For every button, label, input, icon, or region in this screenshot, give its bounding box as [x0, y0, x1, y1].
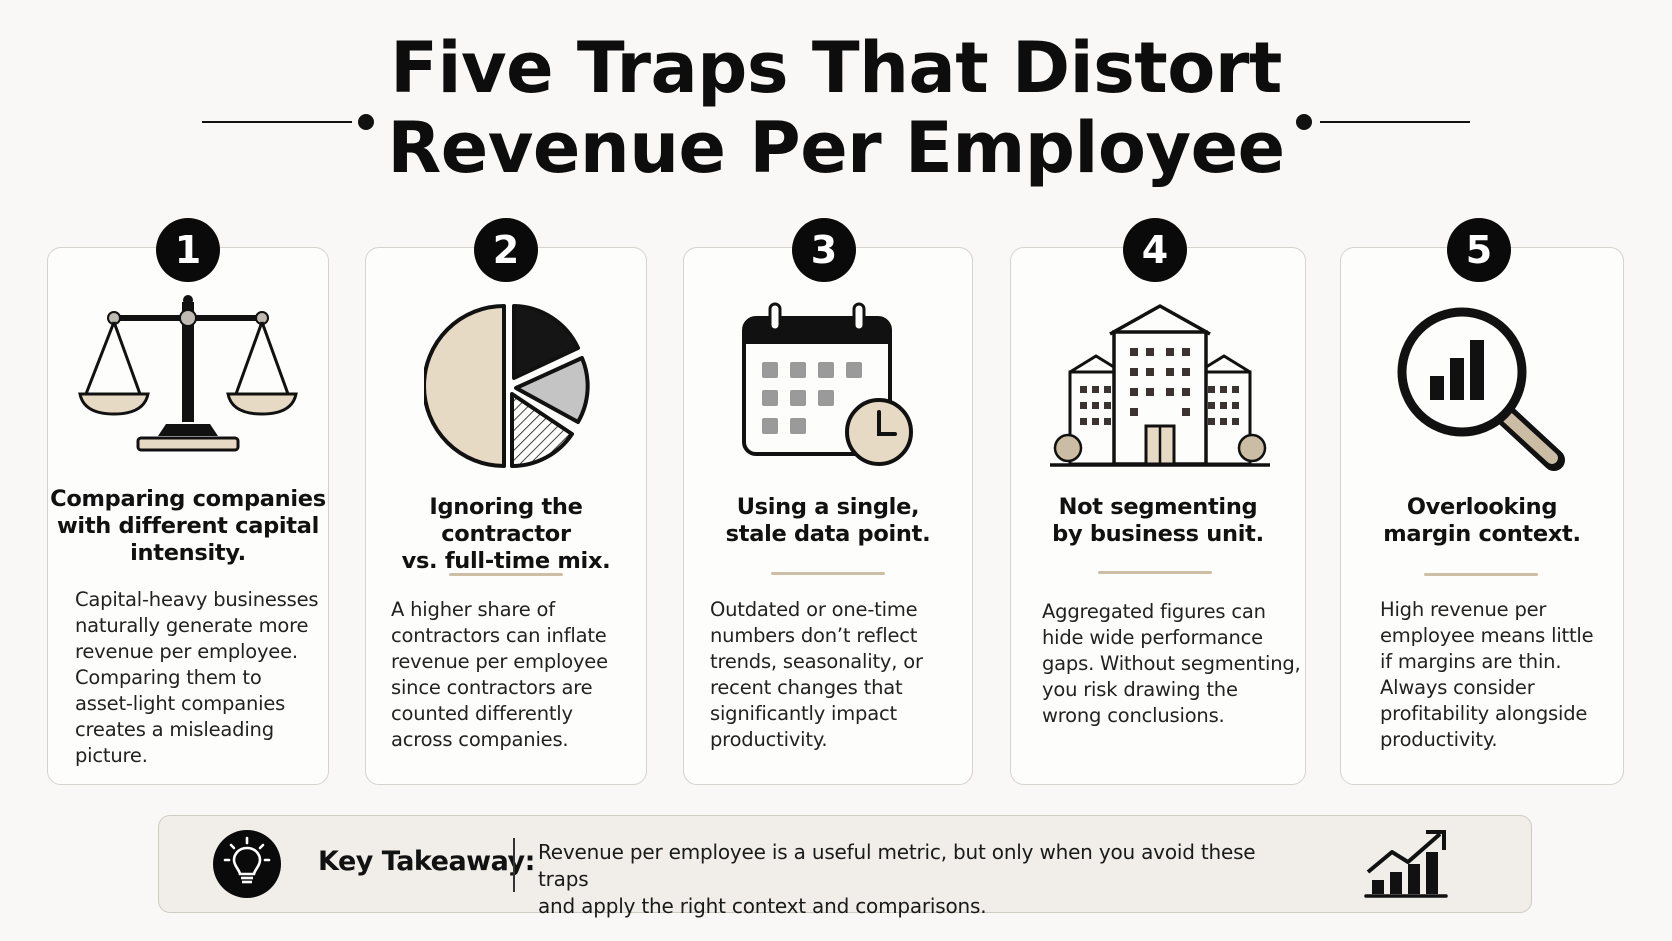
- trap-desc-3: Outdated or one-time numbers don’t refle…: [710, 597, 966, 753]
- trap-title-3-line: stale data point.: [725, 521, 931, 547]
- balance-scale-icon: [78, 295, 298, 452]
- trap-title-3-line: Using a single,: [736, 494, 920, 520]
- trap-desc-5-line: profitability alongside: [1380, 702, 1588, 725]
- trap-desc-4-line: gaps. Without segmenting,: [1042, 652, 1301, 675]
- key-takeaway-line: Revenue per employee is a useful metric,…: [538, 840, 1256, 891]
- key-takeaway-label: Key Takeaway:: [318, 846, 535, 877]
- trap-number-badge-2: 2: [474, 218, 538, 282]
- title-rule-left: [202, 121, 352, 123]
- page-title: Five Traps That Distort Revenue Per Empl…: [0, 28, 1672, 188]
- title-divider-4: [1098, 571, 1212, 574]
- key-takeaway-line: and apply the right context and comparis…: [538, 894, 987, 918]
- trap-desc-3-line: trends, seasonality, or: [710, 650, 923, 673]
- trap-desc-2-line: since contractors are: [391, 676, 593, 699]
- trap-desc-5-line: Always consider: [1380, 676, 1535, 699]
- key-takeaway-bar: [158, 815, 1532, 913]
- title-divider-5: [1424, 573, 1538, 576]
- lightbulb-icon: [223, 836, 271, 884]
- trap-title-1: Comparing companies with different capit…: [47, 486, 329, 567]
- trap-number-badge-5: 5: [1447, 218, 1511, 282]
- office-building-icon: [1050, 304, 1270, 467]
- trap-desc-5-line: High revenue per: [1380, 598, 1547, 621]
- trap-desc-4-line: you risk drawing the: [1042, 678, 1238, 701]
- trap-desc-2-line: across companies.: [391, 728, 569, 751]
- trap-desc-1-line: picture.: [75, 744, 148, 767]
- trap-number-badge-3: 3: [792, 218, 856, 282]
- page-title-line1: Five Traps That Distort: [390, 27, 1282, 109]
- pie-chart-icon: [424, 304, 590, 469]
- trap-title-5: Overlooking margin context.: [1340, 494, 1624, 548]
- trap-desc-1-line: asset-light companies: [75, 692, 286, 715]
- trap-desc-3-line: recent changes that: [710, 676, 903, 699]
- trap-desc-3-line: productivity.: [710, 728, 828, 751]
- trap-desc-2-line: counted differently: [391, 702, 573, 725]
- trap-title-5-line: margin context.: [1383, 521, 1581, 547]
- title-divider-2: [449, 573, 563, 576]
- trap-desc-1: Capital-heavy businesses naturally gener…: [75, 587, 325, 769]
- trap-title-2-line: Ignoring the contractor: [429, 494, 583, 547]
- title-rule-right: [1320, 121, 1470, 123]
- trap-desc-3-line: significantly impact: [710, 702, 897, 725]
- key-takeaway-text: Revenue per employee is a useful metric,…: [538, 839, 1298, 920]
- trap-number-badge-4: 4: [1123, 218, 1187, 282]
- trap-desc-1-line: creates a misleading: [75, 718, 274, 741]
- trap-title-5-line: Overlooking: [1406, 494, 1558, 520]
- title-dot-right: [1296, 114, 1312, 130]
- trap-desc-1-line: revenue per employee.: [75, 640, 298, 663]
- trap-desc-2-line: revenue per employee: [391, 650, 608, 673]
- trap-title-2: Ignoring the contractor vs. full-time mi…: [365, 494, 647, 575]
- trap-title-2-line: vs. full-time mix.: [401, 548, 611, 574]
- title-divider-3: [771, 572, 885, 575]
- trap-title-4: Not segmenting by business unit.: [1010, 494, 1306, 548]
- magnifier-chart-icon: [1397, 307, 1565, 471]
- trap-desc-4: Aggregated figures can hide wide perform…: [1042, 599, 1304, 729]
- trap-title-1-line: intensity.: [130, 540, 246, 566]
- trap-desc-2-line: contractors can inflate: [391, 624, 607, 647]
- trap-desc-5-line: if margins are thin.: [1380, 650, 1562, 673]
- trap-title-1-line: with different capital: [56, 513, 320, 539]
- title-dot-left: [358, 114, 374, 130]
- trap-title-1-line: Comparing companies: [50, 486, 326, 512]
- trap-desc-3-line: Outdated or one-time: [710, 598, 918, 621]
- trap-desc-4-line: wrong conclusions.: [1042, 704, 1225, 727]
- trap-title-4-line: Not segmenting: [1058, 494, 1258, 520]
- trap-desc-2: A higher share of contractors can inflat…: [391, 597, 641, 753]
- growth-chart-icon: [1364, 830, 1448, 898]
- page-title-line2: Revenue Per Employee: [387, 107, 1285, 189]
- trap-desc-5-line: productivity.: [1380, 728, 1498, 751]
- trap-desc-2-line: A higher share of: [391, 598, 555, 621]
- trap-desc-1-line: naturally generate more: [75, 614, 309, 637]
- calendar-clock-icon: [742, 302, 913, 466]
- trap-desc-5: High revenue per employee means little i…: [1380, 597, 1620, 753]
- trap-desc-3-line: numbers don’t reflect: [710, 624, 918, 647]
- trap-title-4-line: by business unit.: [1052, 521, 1264, 547]
- trap-desc-4-line: Aggregated figures can: [1042, 600, 1266, 623]
- trap-desc-4-line: hide wide performance: [1042, 626, 1263, 649]
- trap-desc-1-line: Comparing them to: [75, 666, 262, 689]
- trap-desc-5-line: employee means little: [1380, 624, 1594, 647]
- trap-desc-1-line: Capital-heavy businesses: [75, 588, 319, 611]
- key-takeaway-separator: [513, 838, 515, 892]
- trap-number-badge-1: 1: [156, 218, 220, 282]
- trap-title-3: Using a single, stale data point.: [683, 494, 973, 548]
